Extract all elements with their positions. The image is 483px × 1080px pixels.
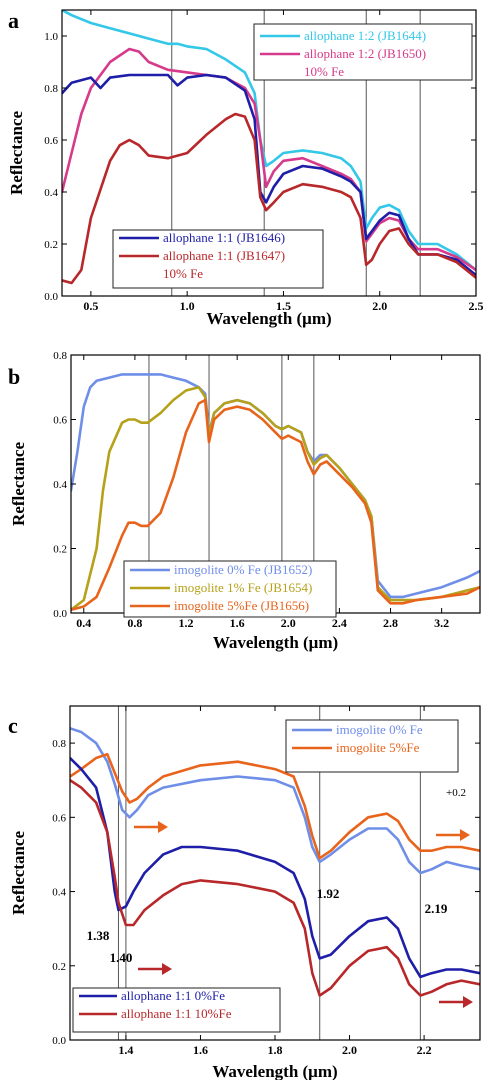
x-tick-label: 2.0 (342, 1043, 357, 1057)
arrow-icon (138, 963, 172, 975)
panel-label: a (8, 8, 19, 33)
y-tick-label: 0.0 (53, 608, 67, 620)
series-line-4 (70, 778, 480, 997)
arrow-head (460, 829, 470, 841)
arrow-icon (134, 821, 168, 833)
x-tick-label: 0.5 (83, 299, 98, 313)
x-tick-label: 1.2 (179, 616, 194, 630)
legend-box: allophane 1:2 (JB1644) allophane 1:2 (JB1… (253, 23, 473, 81)
legend-entry: allophane 1:1 (JB1646) (163, 230, 285, 245)
legend-entry: imogolite 1% Fe (JB1654) (174, 580, 312, 595)
series-group (70, 727, 480, 997)
legend-box: allophane 1:1 (JB1646) allophane 1:1 (JB1… (112, 229, 324, 289)
arrow-head (463, 996, 473, 1008)
x-tick-label: 1.6 (230, 616, 245, 630)
y-axis-label: Reflectance (9, 442, 28, 526)
legend-entry: 10% Fe (304, 64, 344, 79)
plot-frame (61, 9, 477, 297)
legend-entry: allophane 1:1 0%Fe (121, 988, 225, 1003)
legend-entry: allophane 1:1 10%Fe (121, 1006, 232, 1021)
legend-entry: 10% Fe (163, 266, 203, 281)
y-tick-label: 0.6 (52, 812, 66, 824)
series-line-1 (62, 10, 476, 272)
legend-frame (253, 23, 473, 81)
y-tick-label: 0.2 (52, 961, 66, 973)
legend-entry: allophane 1:2 (JB1650) (304, 46, 426, 61)
arrow-head (162, 963, 172, 975)
y-tick-label: 0.4 (53, 479, 67, 491)
x-tick-label: 3.2 (434, 616, 449, 630)
legend-box: imogolite 0% Fe (JB1652) imogolite 1% Fe … (123, 560, 337, 618)
x-tick-label: 1.5 (276, 299, 291, 313)
panel-label: c (8, 713, 18, 738)
x-tick-label: 2.2 (417, 1043, 432, 1057)
arrow-head (158, 821, 168, 833)
x-tick-label: 2.0 (372, 299, 387, 313)
series-line-2 (70, 752, 480, 860)
legend-entry: imogolite 5%Fe (JB1656) (174, 598, 309, 613)
y-axis-label: Reflectance (9, 831, 28, 915)
x-axis-label: Wavelength (μm) (213, 633, 338, 652)
legend-entry: imogolite 0% Fe (336, 722, 423, 737)
y-tick-label: 0.4 (52, 887, 66, 899)
y-tick-label: 0.8 (52, 738, 66, 750)
series-line-3 (71, 398, 480, 612)
x-tick-label: 0.8 (127, 616, 142, 630)
x-tick-label: 0.4 (76, 616, 91, 630)
x-tick-label: 1.4 (118, 1043, 133, 1057)
legend-frame (285, 719, 459, 773)
legend-entry: allophane 1:1 (JB1647) (163, 248, 285, 263)
series-line-2 (62, 47, 476, 272)
x-tick-label: 2.0 (281, 616, 296, 630)
y-tick-label: 0.8 (53, 350, 67, 362)
chart-panel-a: 0.5 1.0 1.5 2.0 2.5 0.0 0.2 0.4 0.6 0.8 1.0 Wavelen… (7, 8, 483, 328)
legend-box: imogolite 0% Fe imogolite 5%Fe (285, 719, 459, 773)
arrow-icon (439, 996, 473, 1008)
y-tick-label: 0.2 (44, 239, 58, 251)
y-tick-label: 0.6 (53, 415, 67, 427)
panel-label: b (8, 364, 20, 389)
series-line-3 (62, 73, 476, 277)
x-axis-label: Wavelength (μm) (212, 1062, 337, 1080)
legend-entry: allophane 1:2 (JB1644) (304, 28, 426, 43)
annotation-label: +0.2 (446, 787, 466, 799)
chart-panel-b: 0.4 0.8 1.2 1.6 2.0 2.4 2.8 3.2 0.0 0.2 0.4 0.6 0.8 W… (8, 350, 481, 652)
series-line-4 (62, 112, 476, 285)
y-tick-label: 0.8 (44, 83, 58, 95)
annotation-label: 1.92 (317, 886, 340, 901)
y-tick-label: 0.0 (52, 1035, 66, 1047)
x-tick-label: 2.5 (469, 299, 483, 313)
series-group (71, 373, 480, 612)
y-tick-label: 0.0 (44, 291, 58, 303)
y-tick-label: 0.2 (53, 544, 67, 556)
x-axis-label: Wavelength (μm) (206, 309, 331, 328)
legend-entry: imogolite 5%Fe (336, 740, 420, 755)
chart-panel-c: 1.4 1.6 1.8 2.0 2.2 0.0 0.2 0.4 0.6 0.8 Wavelength… (8, 705, 481, 1080)
y-tick-label: 0.4 (44, 187, 58, 199)
annotation-label: 1.40 (110, 950, 133, 965)
y-axis-label: Reflectance (7, 111, 26, 195)
series-group (62, 10, 476, 285)
series-line-1 (70, 727, 480, 875)
x-tick-label: 1.0 (180, 299, 195, 313)
x-tick-label: 2.8 (383, 616, 398, 630)
y-tick-label: 1.0 (44, 31, 58, 43)
x-tick-label: 2.4 (332, 616, 347, 630)
annotation-label: 1.38 (87, 928, 110, 943)
y-tick-label: 0.6 (44, 135, 58, 147)
annotation-label: 2.19 (425, 901, 448, 916)
arrow-icon (436, 829, 470, 841)
legend-frame (112, 229, 324, 289)
legend-entry: imogolite 0% Fe (JB1652) (174, 562, 312, 577)
x-tick-label: 1.6 (193, 1043, 208, 1057)
series-line-3 (70, 756, 480, 979)
legend-box: allophane 1:1 0%Fe allophane 1:1 10%Fe (72, 987, 281, 1033)
x-tick-label: 1.8 (268, 1043, 283, 1057)
